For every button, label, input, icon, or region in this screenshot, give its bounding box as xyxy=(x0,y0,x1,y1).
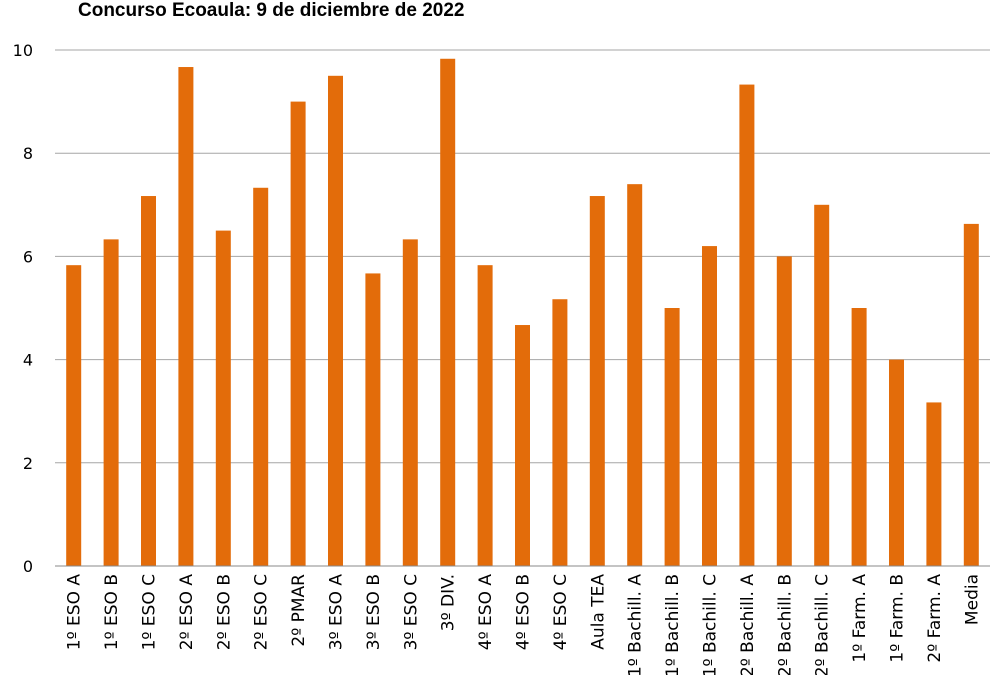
category-label: 1º Farm. A xyxy=(850,574,870,663)
bar xyxy=(365,273,381,566)
bar xyxy=(66,265,82,566)
bar xyxy=(215,230,231,566)
bar xyxy=(328,75,343,567)
bar xyxy=(141,196,156,566)
category-label: 1º ESO B xyxy=(102,574,122,650)
category-label: 1º Bachill. B xyxy=(663,574,683,675)
bar xyxy=(253,187,269,566)
bar xyxy=(739,84,755,567)
bar xyxy=(402,239,418,566)
category-label: 2º ESO A xyxy=(177,574,197,651)
category-label: 1º Bachill. A xyxy=(626,574,646,675)
y-axis-ticks: 0 2 4 6 8 10 xyxy=(13,41,33,576)
category-label: 2º Bachill. A xyxy=(738,574,758,675)
category-label: 4º ESO C xyxy=(551,574,571,650)
bar xyxy=(702,246,717,566)
category-label: 1º ESO A xyxy=(65,574,85,651)
y-tick-label: 8 xyxy=(23,144,33,163)
category-label: 1º Farm. B xyxy=(888,574,908,663)
category-label: 2º ESO C xyxy=(252,574,272,650)
bar xyxy=(664,308,680,566)
bar xyxy=(926,402,942,566)
category-labels: 1º ESO A 1º ESO B 1º ESO C 2º ESO A 2º ESO B… xyxy=(65,574,983,675)
category-label: 3º ESO A xyxy=(327,574,347,651)
y-tick-label: 6 xyxy=(23,247,33,266)
category-label: 4º ESO A xyxy=(476,574,496,651)
bar xyxy=(851,308,867,566)
bar xyxy=(440,58,456,566)
y-tick-label: 10 xyxy=(13,41,33,60)
bar xyxy=(889,359,904,566)
category-label: Media xyxy=(962,574,982,625)
category-label: 4º ESO B xyxy=(514,574,534,650)
category-label: 2º Bachill. C xyxy=(813,574,833,675)
category-label: 3º ESO B xyxy=(364,574,384,650)
bar xyxy=(515,325,530,566)
bars xyxy=(66,58,979,567)
bar xyxy=(963,223,979,566)
category-label: Aula TEA xyxy=(588,574,608,650)
category-label: 3º DIV. xyxy=(439,574,459,631)
bar xyxy=(103,239,119,566)
category-label: 2º Farm. A xyxy=(925,574,945,663)
category-label: 1º ESO C xyxy=(140,574,160,650)
bar xyxy=(477,265,493,566)
category-label: 1º Bachill. C xyxy=(701,574,721,675)
bar xyxy=(627,184,643,566)
bar xyxy=(290,101,306,566)
y-tick-label: 0 xyxy=(23,557,33,576)
bar xyxy=(814,204,830,567)
y-tick-label: 2 xyxy=(23,454,33,473)
bar xyxy=(552,299,568,566)
bar xyxy=(589,196,605,566)
bar xyxy=(776,256,792,566)
chart-title: Concurso Ecoaula: 9 de diciembre de 2022 xyxy=(78,0,465,21)
category-label: 3º ESO C xyxy=(401,574,421,650)
y-tick-label: 4 xyxy=(23,351,33,370)
bar xyxy=(178,67,194,566)
category-label: 2º PMAR xyxy=(289,574,309,647)
category-label: 2º Bachill. B xyxy=(775,574,795,675)
category-label: 2º ESO B xyxy=(214,574,234,650)
